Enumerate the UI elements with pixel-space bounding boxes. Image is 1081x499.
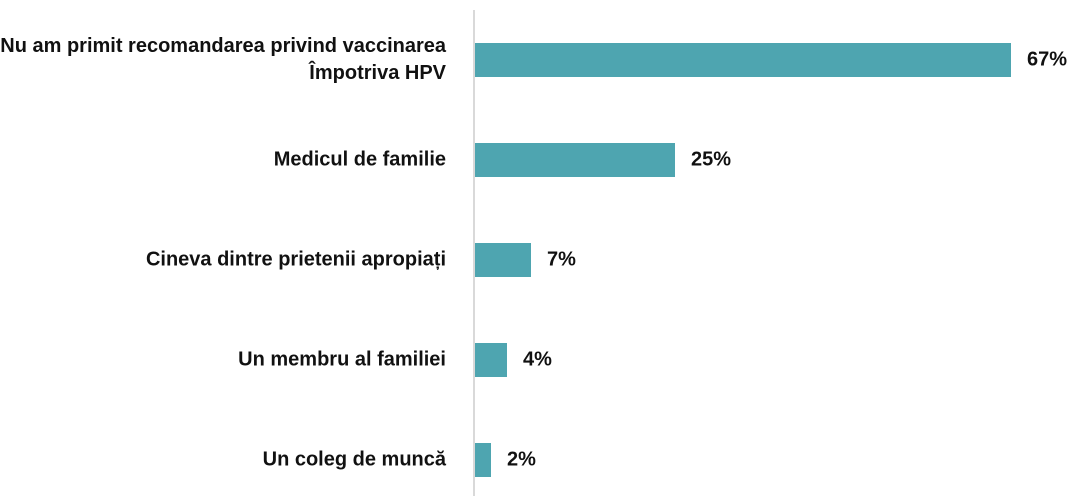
category-label: Cineva dintre prietenii apropiați (145, 248, 446, 271)
value-label: 4% (523, 348, 552, 371)
value-label: 25% (691, 148, 732, 171)
value-label: 2% (507, 448, 536, 471)
category-label: Medicul de familie (273, 148, 446, 171)
value-label: 67% (1027, 48, 1068, 71)
bar (475, 143, 675, 177)
axis-line (473, 10, 475, 496)
category-label: Un coleg de muncă (262, 448, 446, 471)
category-label: Un membru al familiei (238, 348, 446, 371)
bar (475, 243, 531, 277)
value-label: 7% (547, 248, 576, 271)
bar (475, 343, 507, 377)
category-label: Nu am primit recomandarea privind vaccin… (0, 35, 446, 84)
bar (475, 43, 1011, 77)
bar (475, 443, 491, 477)
